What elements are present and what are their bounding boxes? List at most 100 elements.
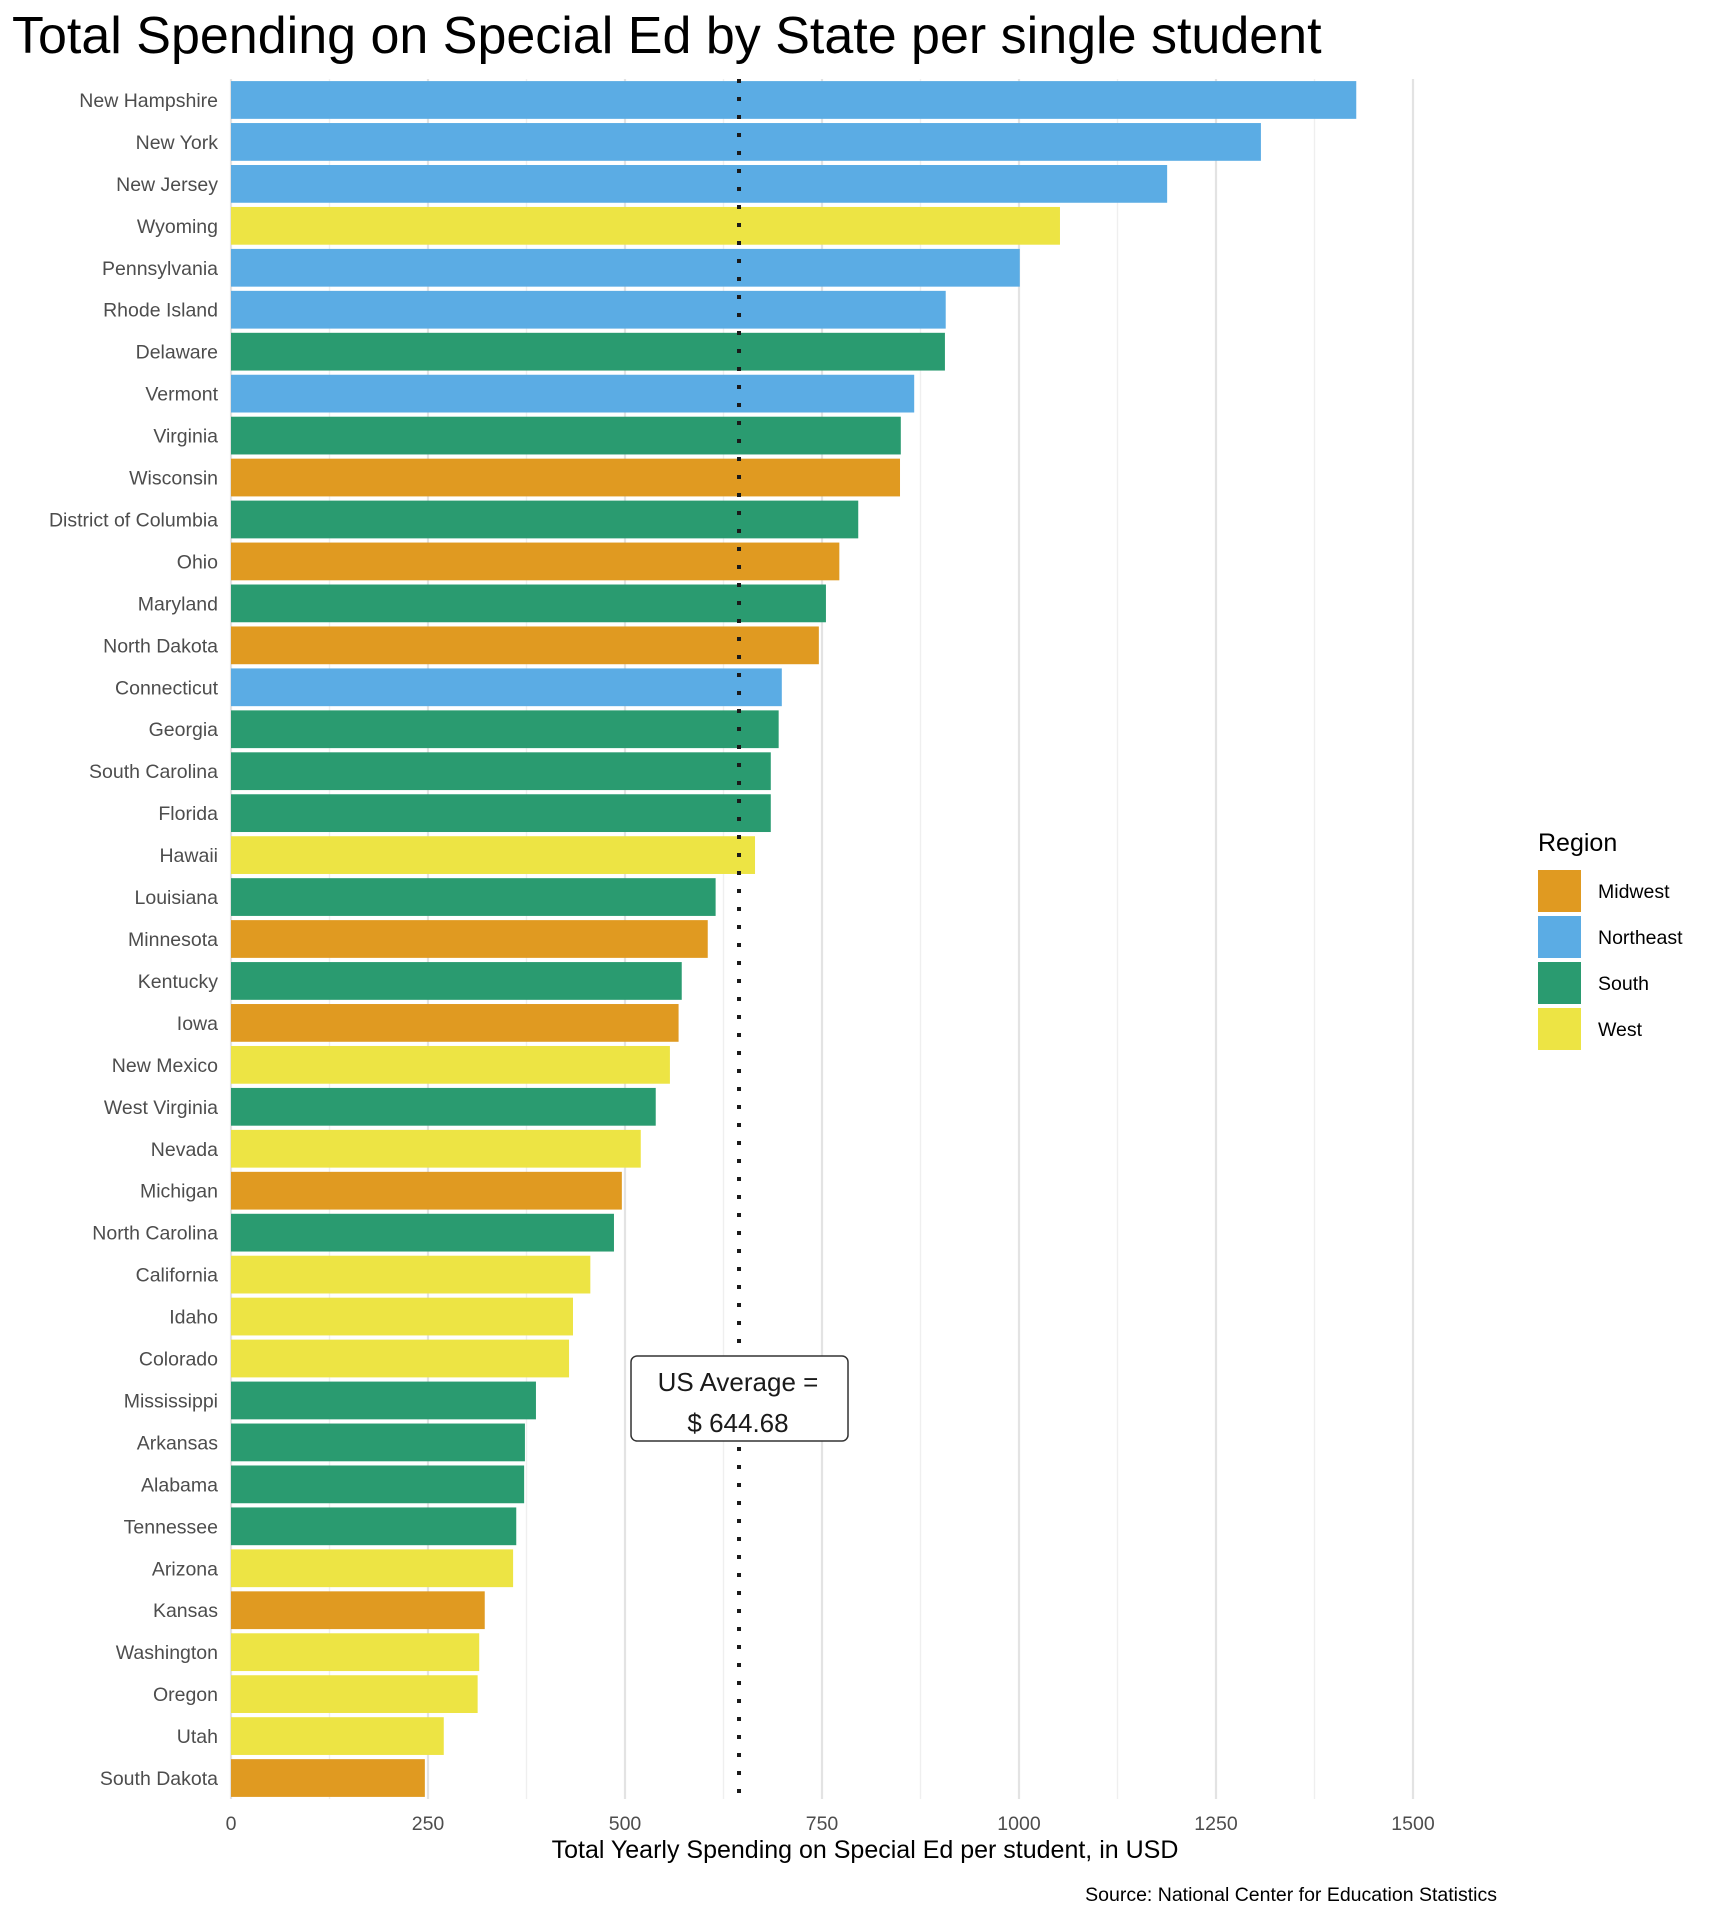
bar-new-york [231,123,1261,161]
x-tick-label: 1250 [1194,1813,1238,1835]
bar-oregon [231,1675,478,1713]
y-axis-label: Minnesota [128,929,218,951]
bar-louisiana [231,878,716,916]
y-axis-label: District of Columbia [49,509,218,531]
x-axis-title: Total Yearly Spending on Special Ed per … [552,1836,1179,1864]
bar-connecticut [231,668,782,707]
bar-mississippi [231,1381,536,1420]
annotation-line-2: $ 644.68 [687,1408,788,1438]
legend-swatch-south [1538,962,1581,1004]
bar-arkansas [231,1423,525,1462]
y-axis-label: Colorado [139,1349,218,1371]
bar-district-of-columbia [231,500,859,539]
bar-arizona [231,1549,514,1588]
y-axis-label: Tennessee [124,1516,218,1538]
y-axis-label: Washington [116,1642,218,1664]
y-axis-label: Arizona [152,1558,218,1580]
bar-maryland [231,584,826,623]
y-axis-label: Rhode Island [103,300,218,322]
bar-tennessee [231,1507,517,1546]
y-axis-label: New Hampshire [79,90,218,112]
x-tick-label: 1000 [997,1813,1041,1835]
legend: Region Midwest Northeast South West [1538,829,1683,1050]
y-axis-label: Delaware [136,342,218,364]
bars [231,81,1357,1797]
legend-swatch-west [1538,1008,1581,1050]
y-axis-label: Connecticut [115,677,219,699]
bar-florida [231,794,771,833]
bar-california [231,1255,591,1294]
bar-rhode-island [231,290,946,329]
legend-label-west: West [1598,1019,1643,1041]
us-average-annotation: US Average = $ 644.68 [630,1355,849,1442]
y-axis-label: Vermont [145,384,218,406]
x-tick-label: 750 [806,1813,839,1835]
y-axis-label: New York [136,132,219,154]
y-axis-label: New Mexico [112,1055,218,1077]
bar-colorado [231,1339,570,1378]
bar-west-virginia [231,1087,656,1126]
bar-wisconsin [231,458,901,497]
y-axis-label: Michigan [140,1181,218,1203]
y-axis-label: Maryland [138,593,218,615]
annotation-box [630,1355,849,1442]
legend-label-midwest: Midwest [1598,881,1670,903]
y-axis-label: New Jersey [116,174,218,196]
x-tick-label: 0 [226,1813,237,1835]
annotation-line-1: US Average = [658,1367,819,1397]
bar-south-carolina [231,752,771,791]
y-axis-label: Arkansas [137,1432,219,1454]
y-axis-label: Georgia [149,719,219,741]
y-axis-label: Alabama [141,1474,218,1496]
y-axis-label: Virginia [153,426,218,448]
bar-pennsylvania [231,248,1020,287]
chart-title: Total Spending on Special Ed by State pe… [12,7,1322,65]
legend-title: Region [1538,829,1617,857]
y-axis-labels: New Hampshire New York New Jersey Wyoming Pe… [49,90,219,1790]
bar-washington [231,1633,480,1672]
y-axis-label: Louisiana [135,887,219,909]
bar-virginia [231,416,901,455]
bar-idaho [231,1297,573,1336]
bar-north-carolina [231,1213,614,1252]
y-axis-label: South Carolina [89,761,218,783]
x-axis-tick-labels: 0 250 500 750 1000 1250 1500 [226,1813,1435,1835]
bar-nevada [231,1129,641,1168]
bar-delaware [231,332,945,371]
y-axis-label: Iowa [177,1013,218,1035]
bar-kansas [231,1591,485,1630]
bar-new-jersey [231,165,1168,203]
y-axis-label: Wisconsin [129,468,218,490]
legend-label-northeast: Northeast [1598,927,1683,949]
y-axis-label: Kansas [153,1600,218,1622]
x-tick-label: 500 [609,1813,642,1835]
y-axis-label: Hawaii [159,845,218,867]
y-axis-label: Utah [177,1726,218,1748]
y-axis-label: Kentucky [138,971,218,993]
y-axis-label: Florida [158,803,218,825]
bar-iowa [231,1004,679,1042]
y-axis-label: North Dakota [103,635,218,657]
bar-wyoming [231,206,1060,245]
y-axis-label: Idaho [169,1307,218,1329]
y-axis-label: Pennsylvania [102,258,218,280]
y-axis-label: California [136,1265,219,1287]
legend-label-south: South [1598,973,1649,995]
bar-south-dakota [231,1759,425,1797]
bar-alabama [231,1465,525,1504]
y-axis-label: North Carolina [92,1223,218,1245]
y-axis-label: West Virginia [104,1097,218,1119]
bar-hawaii [231,836,756,874]
bar-vermont [231,374,915,413]
bar-michigan [231,1171,622,1210]
y-axis-label: Ohio [177,551,218,573]
x-tick-label: 1500 [1391,1813,1435,1835]
legend-swatch-northeast [1538,916,1581,958]
y-axis-label: Nevada [151,1139,218,1161]
bar-utah [231,1717,444,1755]
bar-ohio [231,542,840,581]
y-axis-label: Wyoming [137,216,218,238]
legend-swatch-midwest [1538,870,1581,912]
bar-georgia [231,710,779,749]
